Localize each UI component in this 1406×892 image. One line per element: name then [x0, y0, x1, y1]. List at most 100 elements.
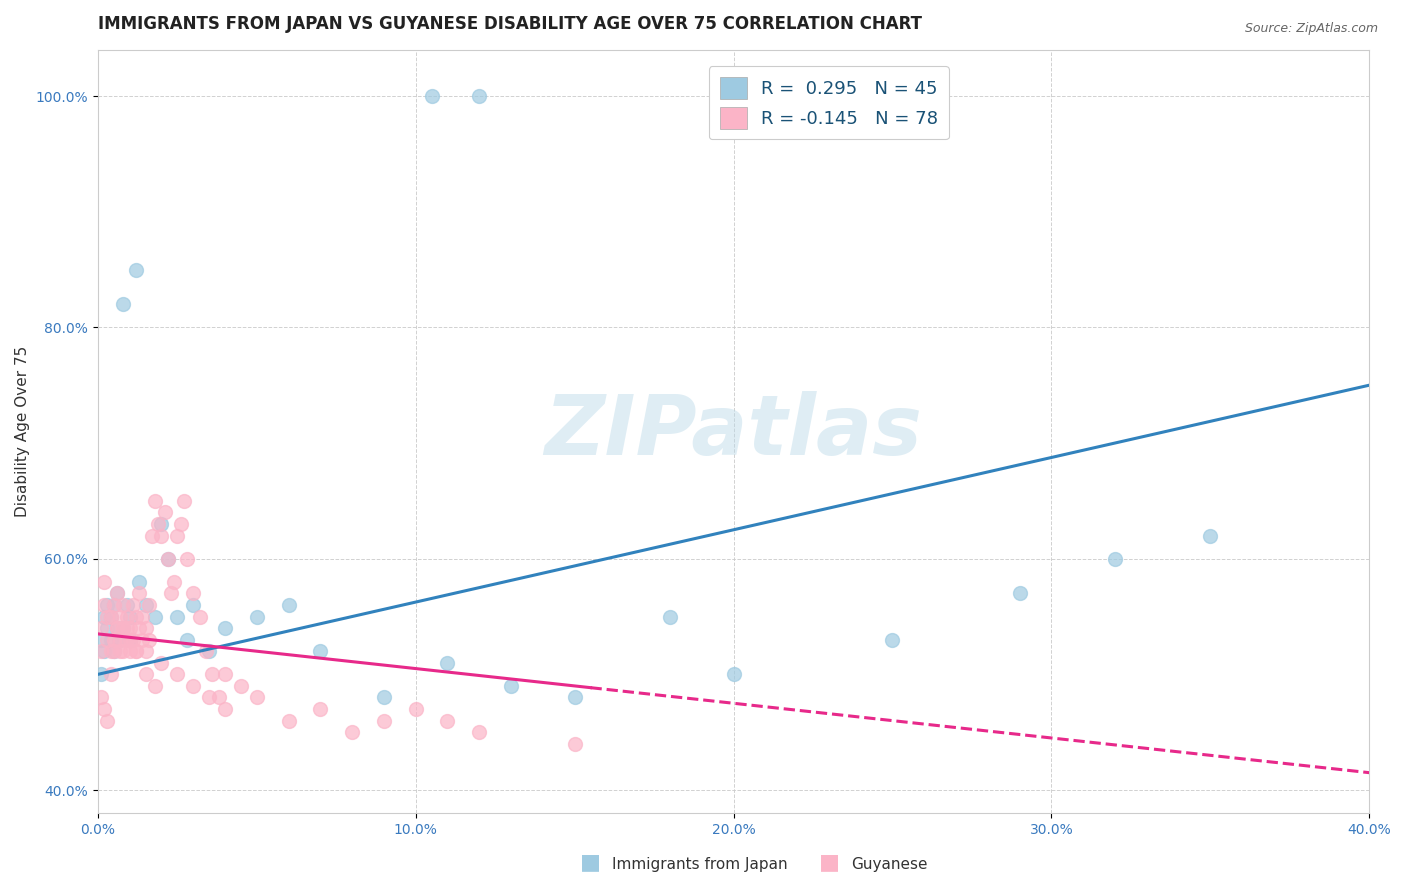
Point	[96, 609, 118, 624]
Point	[105, 586, 128, 600]
Point	[138, 598, 160, 612]
Point	[405, 702, 427, 716]
Point	[112, 621, 135, 635]
Point	[125, 644, 148, 658]
Point	[118, 609, 141, 624]
Point	[188, 609, 211, 624]
Point	[156, 551, 179, 566]
Point	[1199, 528, 1222, 542]
Point	[156, 551, 179, 566]
Point	[723, 667, 745, 681]
Point	[90, 621, 112, 635]
Point	[166, 667, 188, 681]
Point	[198, 690, 221, 705]
Point	[90, 690, 112, 705]
Point	[143, 494, 166, 508]
Text: ■: ■	[581, 853, 600, 872]
Point	[181, 598, 204, 612]
Point	[246, 609, 269, 624]
Point	[125, 644, 148, 658]
Point	[198, 644, 221, 658]
Point	[93, 644, 115, 658]
Point	[96, 714, 118, 728]
Point	[121, 598, 143, 612]
Point	[125, 262, 148, 277]
Point	[93, 702, 115, 716]
Text: ZIPatlas: ZIPatlas	[544, 391, 922, 472]
Point	[115, 621, 138, 635]
Point	[194, 644, 217, 658]
Text: ■: ■	[820, 853, 839, 872]
Point	[112, 598, 135, 612]
Point	[118, 632, 141, 647]
Point	[128, 574, 150, 589]
Point	[108, 609, 131, 624]
Point	[96, 598, 118, 612]
Point	[173, 494, 195, 508]
Point	[90, 667, 112, 681]
Point	[90, 644, 112, 658]
Point	[564, 737, 586, 751]
Point	[564, 690, 586, 705]
Point	[105, 621, 128, 635]
Point	[131, 632, 153, 647]
Point	[214, 702, 236, 716]
Text: Guyanese: Guyanese	[851, 857, 927, 872]
Point	[100, 644, 122, 658]
Point	[105, 621, 128, 635]
Point	[103, 632, 125, 647]
Point	[105, 621, 128, 635]
Point	[436, 714, 458, 728]
Point	[115, 609, 138, 624]
Point	[135, 667, 157, 681]
Point	[214, 667, 236, 681]
Point	[138, 632, 160, 647]
Point	[128, 621, 150, 635]
Point	[93, 574, 115, 589]
Point	[150, 528, 173, 542]
Point	[103, 598, 125, 612]
Text: Source: ZipAtlas.com: Source: ZipAtlas.com	[1244, 22, 1378, 36]
Point	[141, 528, 163, 542]
Point	[96, 632, 118, 647]
Point	[420, 89, 443, 103]
Point	[108, 632, 131, 647]
Point	[309, 702, 332, 716]
Point	[150, 656, 173, 670]
Point	[468, 89, 491, 103]
Point	[115, 598, 138, 612]
Point	[103, 644, 125, 658]
Point	[93, 598, 115, 612]
Point	[118, 632, 141, 647]
Point	[373, 714, 395, 728]
Point	[112, 297, 135, 311]
Point	[148, 516, 170, 531]
Point	[436, 656, 458, 670]
Point	[373, 690, 395, 705]
Text: IMMIGRANTS FROM JAPAN VS GUYANESE DISABILITY AGE OVER 75 CORRELATION CHART: IMMIGRANTS FROM JAPAN VS GUYANESE DISABI…	[98, 15, 922, 33]
Point	[277, 598, 299, 612]
Point	[96, 621, 118, 635]
Point	[112, 621, 135, 635]
Point	[214, 621, 236, 635]
Point	[163, 574, 186, 589]
Point	[135, 621, 157, 635]
Point	[468, 725, 491, 739]
Point	[340, 725, 363, 739]
Point	[277, 714, 299, 728]
Point	[166, 609, 188, 624]
Point	[90, 632, 112, 647]
Point	[882, 632, 904, 647]
Point	[499, 679, 522, 693]
Point	[181, 679, 204, 693]
Point	[246, 690, 269, 705]
Point	[131, 609, 153, 624]
Point	[143, 679, 166, 693]
Point	[100, 667, 122, 681]
Point	[103, 644, 125, 658]
Point	[169, 516, 191, 531]
Point	[135, 644, 157, 658]
Point	[100, 609, 122, 624]
Point	[658, 609, 681, 624]
Point	[143, 609, 166, 624]
